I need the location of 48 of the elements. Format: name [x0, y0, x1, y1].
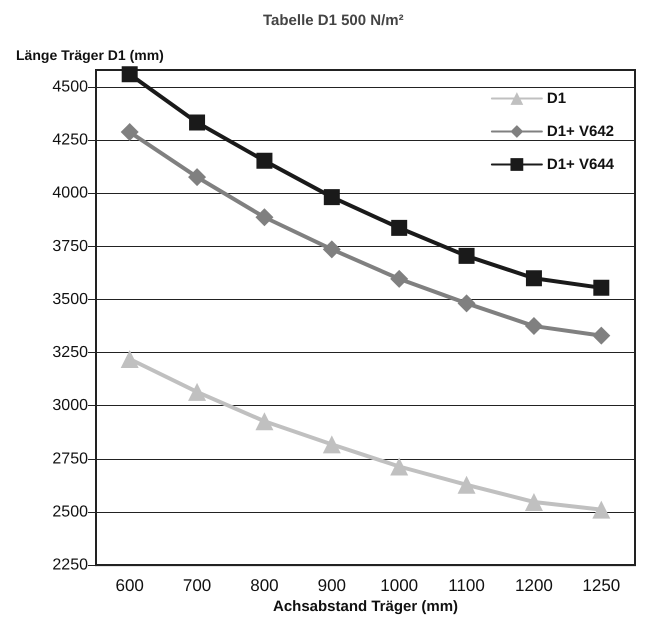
legend-label: D1 — [546, 90, 566, 107]
y-axis-title: Länge Träger D1 (mm) — [16, 47, 164, 63]
point — [188, 382, 206, 401]
point — [458, 476, 476, 494]
y-tick-label: 3500 — [52, 290, 88, 308]
y-tick-label: 3250 — [52, 344, 88, 362]
point — [592, 500, 610, 519]
point — [120, 123, 139, 142]
point — [324, 189, 340, 206]
point — [526, 270, 542, 286]
x-axis-title: Achsabstand Träger (mm) — [272, 598, 458, 615]
x-tick-label: 600 — [116, 576, 144, 596]
y-tick-label: 4000 — [52, 184, 88, 202]
x-tick-label: 1100 — [448, 576, 485, 596]
point — [593, 280, 610, 296]
chart-title: Tabelle D1 500 N/m² — [263, 12, 404, 29]
point — [391, 220, 408, 236]
x-tick-label: 1200 — [515, 576, 553, 596]
point — [256, 152, 272, 169]
point — [255, 208, 274, 226]
point — [524, 492, 543, 511]
point — [120, 350, 139, 368]
point — [390, 270, 408, 288]
x-tick-label: 1250 — [582, 576, 620, 596]
y-tick-label: 4500 — [52, 78, 88, 96]
point — [189, 114, 206, 130]
point — [322, 435, 341, 454]
x-tick-label: 800 — [250, 576, 279, 596]
y-tick-label: 4250 — [52, 132, 88, 149]
x-tick-label: 700 — [182, 576, 212, 596]
legend-label: D1+ V642 — [546, 123, 614, 140]
y-tick-label: 3750 — [52, 238, 88, 255]
x-tick-label: 1000 — [380, 576, 418, 596]
point — [390, 458, 408, 476]
point — [255, 412, 274, 430]
y-tick-label: 2250 — [52, 556, 88, 574]
y-tick-label: 2500 — [52, 503, 88, 520]
point — [122, 66, 138, 82]
point — [524, 317, 543, 336]
y-tick-label: 3000 — [52, 397, 88, 414]
x-tick-label: 900 — [318, 576, 346, 596]
legend-label: D1+ V644 — [546, 156, 615, 173]
point — [458, 294, 476, 312]
point — [188, 168, 206, 186]
point — [592, 326, 610, 345]
point — [458, 248, 475, 264]
point — [322, 240, 341, 258]
y-tick-label: 2750 — [52, 450, 88, 468]
